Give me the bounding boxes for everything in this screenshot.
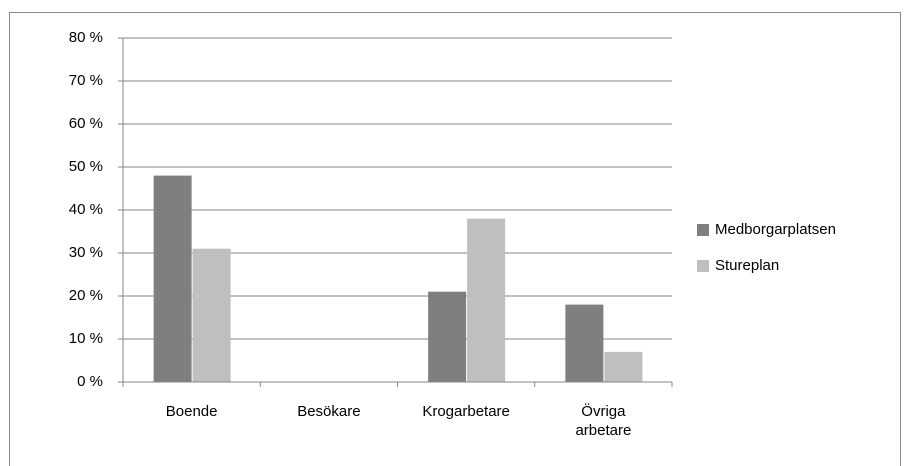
x-tick-label: Krogarbetare [422,403,510,420]
y-tick-label: 80 % [69,29,103,46]
y-tick-label: 40 % [69,201,103,218]
y-tick-label: 60 % [69,115,103,132]
bar [565,304,604,382]
y-tick-label: 50 % [69,158,103,175]
legend-swatch [697,224,709,236]
bar [467,218,506,382]
bar [428,291,467,382]
legend-label: Medborgarplatsen [715,221,836,238]
y-tick-label: 20 % [69,287,103,304]
chart-frame [9,12,901,466]
bar [604,351,643,382]
bar [192,248,231,382]
x-tick-label: Övriga arbetare [575,403,632,439]
y-tick-label: 70 % [69,72,103,89]
bar [153,175,192,382]
x-tick-label: Besökare [297,403,361,420]
x-tick-label: Boende [165,403,218,420]
y-tick-label: 10 % [69,330,103,347]
y-tick-label: 0 % [77,373,103,390]
y-tick-label: 30 % [69,244,103,261]
legend-label: Stureplan [715,257,779,274]
legend-swatch [697,260,709,272]
